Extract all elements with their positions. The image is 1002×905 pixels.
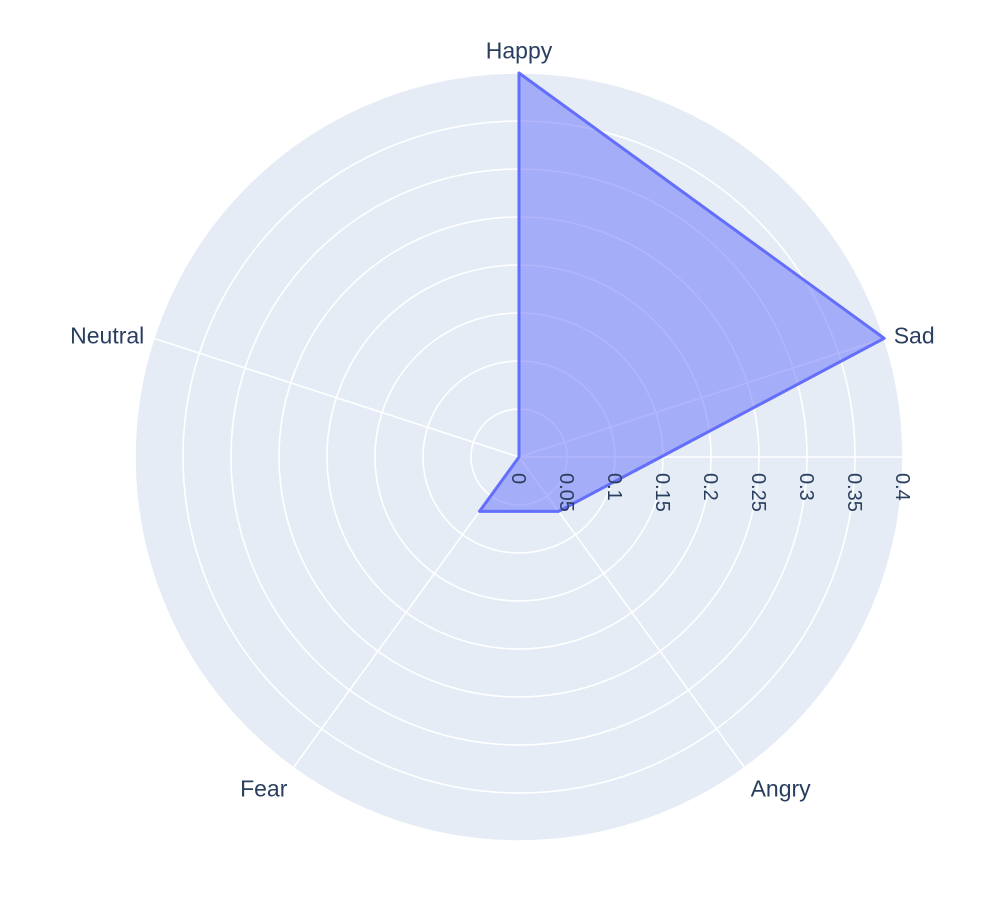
- angular-label-neutral: Neutral: [70, 322, 144, 348]
- angular-label-fear: Fear: [240, 776, 288, 802]
- radial-tick-label: 0.35: [843, 473, 865, 512]
- radial-tick-label: 0.3: [795, 473, 817, 501]
- angular-grid-line: [153, 337, 520, 458]
- radial-tick-label: 0.05: [555, 473, 577, 512]
- radial-tick-label: 0.1: [603, 473, 625, 501]
- angular-axis-labels: Happy Sad Angry Fear Neutral: [70, 37, 934, 801]
- radial-tick-label: 0: [507, 473, 529, 484]
- angular-label-angry: Angry: [751, 776, 812, 802]
- radial-tick-label: 0.25: [747, 473, 769, 512]
- radial-tick-label: 0.15: [651, 473, 673, 512]
- radial-axis-tick-labels: 0 0.05 0.1 0.15 0.2 0.25 0.3 0.35 0.4: [507, 473, 913, 512]
- angular-label-sad: Sad: [894, 322, 935, 348]
- radial-tick-label: 0.2: [699, 473, 721, 501]
- radial-tick-label: 0.4: [891, 473, 913, 501]
- series-area: [478, 71, 886, 513]
- angular-label-happy: Happy: [486, 37, 553, 63]
